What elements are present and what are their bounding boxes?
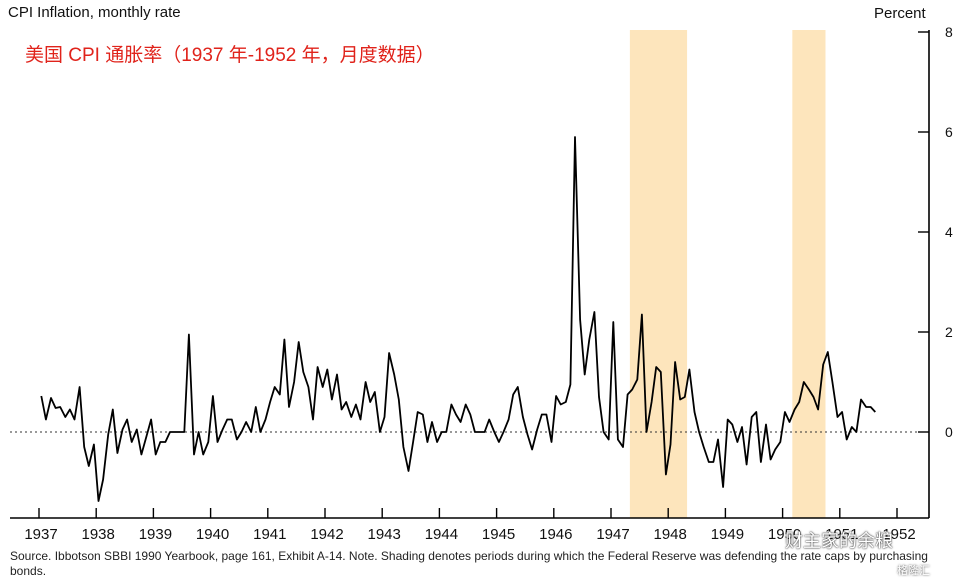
x-tick-label-1949: 1949 <box>711 526 744 543</box>
chart-subtitle: 美国 CPI 通胀率（1937 年-1952 年，月度数据） <box>25 45 435 66</box>
x-tick-label-1941: 1941 <box>253 526 286 543</box>
y-axis-unit: Percent <box>874 5 926 22</box>
axis-frame <box>10 30 930 519</box>
x-tick-label-1942: 1942 <box>310 526 343 543</box>
y-axis-ticks: 0 2 4 6 8 <box>918 24 953 440</box>
series-line-cpi <box>40 136 876 502</box>
shaded-period-2 <box>792 30 826 518</box>
x-axis-ticks: 1937 1938 1939 1940 1941 1942 1943 1944 1945 1946… <box>24 508 916 543</box>
x-tick-label-1952: 1952 <box>882 526 915 543</box>
y-tick-label-2: 2 <box>945 324 953 340</box>
x-tick-label-1945: 1945 <box>482 526 515 543</box>
x-tick-label-1943: 1943 <box>368 526 401 543</box>
y-tick-label-8: 8 <box>945 24 953 40</box>
x-tick-label-1938: 1938 <box>82 526 115 543</box>
x-tick-label-1947: 1947 <box>596 526 629 543</box>
x-tick-label-1948: 1948 <box>654 526 687 543</box>
chart-title: CPI Inflation, monthly rate <box>8 4 181 21</box>
x-tick-label-1946: 1946 <box>539 526 572 543</box>
y-tick-label-4: 4 <box>945 224 953 240</box>
x-tick-label-1939: 1939 <box>139 526 172 543</box>
watermark-text: 财主家的余粮 <box>785 531 893 551</box>
x-tick-label-1937: 1937 <box>24 526 57 543</box>
y-tick-label-0: 0 <box>945 424 953 440</box>
x-tick-label-1951: 1951 <box>825 526 858 543</box>
shaded-period-1 <box>629 30 688 518</box>
x-tick-label-1944: 1944 <box>425 526 458 543</box>
source-note: Source. Ibbotson SBBI 1990 Yearbook, pag… <box>10 549 928 578</box>
x-tick-label-1940: 1940 <box>196 526 229 543</box>
y-tick-label-6: 6 <box>945 124 953 140</box>
x-tick-label-1950: 1950 <box>768 526 801 543</box>
shading-layer <box>629 30 826 518</box>
watermark-logo: 格隆汇 <box>897 565 930 577</box>
